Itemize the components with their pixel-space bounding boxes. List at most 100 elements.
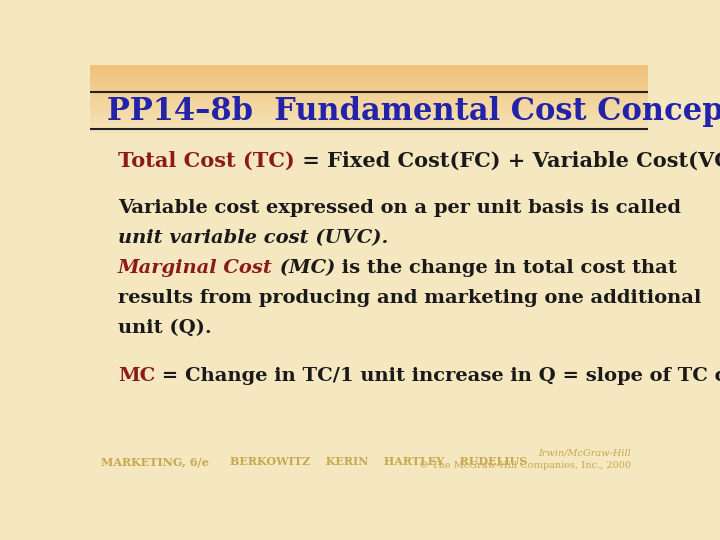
Bar bbox=[90, 141, 648, 143]
Text: = Fixed Cost(FC) + Variable Cost(VC): = Fixed Cost(FC) + Variable Cost(VC) bbox=[294, 151, 720, 171]
Bar bbox=[90, 143, 648, 144]
Bar bbox=[90, 275, 648, 277]
Bar bbox=[90, 263, 648, 265]
Bar bbox=[90, 105, 648, 106]
Bar bbox=[90, 146, 648, 148]
Bar bbox=[90, 268, 648, 270]
Bar bbox=[90, 187, 648, 188]
Bar bbox=[90, 335, 648, 336]
Bar bbox=[90, 471, 648, 472]
Bar bbox=[90, 300, 648, 302]
Bar bbox=[90, 83, 648, 84]
Bar bbox=[90, 202, 648, 204]
Bar bbox=[90, 213, 648, 214]
Bar bbox=[90, 309, 648, 310]
Text: Irwin/McGraw-Hill: Irwin/McGraw-Hill bbox=[539, 448, 631, 457]
Bar bbox=[90, 402, 648, 403]
Bar bbox=[90, 65, 648, 66]
Bar bbox=[90, 359, 648, 360]
Bar bbox=[90, 381, 648, 382]
Bar bbox=[90, 228, 648, 230]
Text: unit variable cost (UVC).: unit variable cost (UVC). bbox=[118, 229, 388, 247]
Bar bbox=[90, 314, 648, 316]
Bar bbox=[90, 261, 648, 263]
Bar bbox=[90, 383, 648, 385]
Bar bbox=[90, 380, 648, 381]
Bar bbox=[90, 235, 648, 237]
Bar bbox=[90, 418, 648, 420]
Bar bbox=[90, 183, 648, 184]
Bar bbox=[90, 204, 648, 205]
Bar bbox=[90, 411, 648, 413]
Bar bbox=[90, 245, 648, 246]
Bar bbox=[90, 134, 648, 136]
Bar bbox=[90, 356, 648, 357]
Bar bbox=[90, 199, 648, 201]
Bar bbox=[90, 271, 648, 273]
Bar bbox=[90, 420, 648, 421]
Bar bbox=[90, 329, 648, 331]
Bar bbox=[90, 219, 648, 220]
Bar bbox=[90, 116, 648, 118]
Bar bbox=[90, 282, 648, 284]
Bar bbox=[90, 220, 648, 221]
Bar bbox=[90, 432, 648, 434]
Bar bbox=[90, 443, 648, 444]
Bar bbox=[90, 138, 648, 140]
Bar bbox=[90, 298, 648, 299]
Bar bbox=[90, 302, 648, 303]
Text: PP14–8b  Fundamental Cost Concepts: PP14–8b Fundamental Cost Concepts bbox=[107, 96, 720, 127]
Bar bbox=[90, 457, 648, 458]
Bar bbox=[90, 151, 648, 152]
Bar bbox=[90, 287, 648, 288]
Bar bbox=[90, 475, 648, 476]
Bar bbox=[90, 180, 648, 181]
Bar bbox=[90, 206, 648, 207]
Bar bbox=[90, 442, 648, 443]
Text: BERKOWITZ    KERIN    HARTLEY    RUDELIUS: BERKOWITZ KERIN HARTLEY RUDELIUS bbox=[230, 456, 527, 468]
Bar bbox=[90, 377, 648, 378]
Bar bbox=[90, 241, 648, 242]
Bar bbox=[90, 291, 648, 292]
Bar bbox=[90, 212, 648, 213]
Bar bbox=[90, 338, 648, 339]
Bar bbox=[90, 368, 648, 370]
Bar bbox=[90, 299, 648, 300]
Bar bbox=[90, 354, 648, 356]
Bar bbox=[90, 246, 648, 248]
Bar bbox=[90, 427, 648, 428]
Bar bbox=[90, 223, 648, 224]
Bar bbox=[90, 422, 648, 424]
Bar bbox=[90, 274, 648, 275]
Bar bbox=[90, 73, 648, 75]
Bar bbox=[90, 467, 648, 468]
Bar bbox=[90, 113, 648, 114]
Bar bbox=[90, 399, 648, 400]
Bar bbox=[90, 192, 648, 194]
Bar bbox=[90, 316, 648, 317]
Bar bbox=[90, 458, 648, 460]
Text: (MC): (MC) bbox=[273, 259, 335, 277]
Bar bbox=[90, 389, 648, 390]
Bar bbox=[90, 436, 648, 437]
Bar bbox=[90, 345, 648, 346]
Bar bbox=[90, 441, 648, 442]
Bar bbox=[90, 255, 648, 256]
Bar bbox=[90, 278, 648, 280]
Bar bbox=[90, 87, 648, 89]
Bar bbox=[90, 479, 648, 481]
Bar bbox=[90, 310, 648, 312]
Bar bbox=[90, 221, 648, 223]
Bar bbox=[90, 400, 648, 402]
Bar bbox=[90, 226, 648, 227]
Bar bbox=[90, 306, 648, 307]
Bar bbox=[90, 370, 648, 371]
Bar bbox=[90, 328, 648, 329]
Bar bbox=[90, 144, 648, 145]
Bar bbox=[90, 317, 648, 319]
Bar bbox=[90, 367, 648, 368]
Bar bbox=[90, 374, 648, 375]
Bar bbox=[90, 248, 648, 249]
Bar bbox=[90, 417, 648, 418]
Bar bbox=[90, 312, 648, 313]
